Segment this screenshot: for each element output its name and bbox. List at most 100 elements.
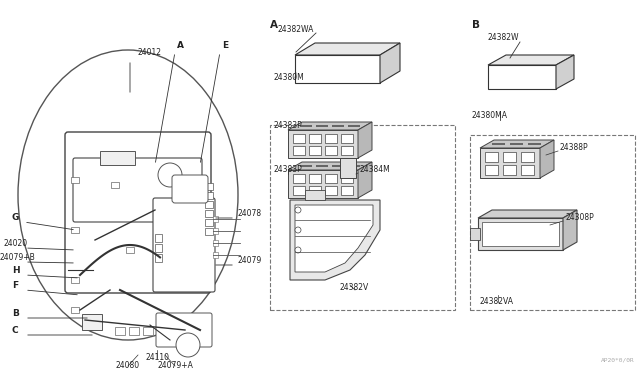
Polygon shape: [316, 125, 327, 126]
Text: 24380MA: 24380MA: [472, 111, 508, 120]
Polygon shape: [488, 65, 556, 89]
Bar: [71, 307, 79, 313]
Polygon shape: [332, 125, 343, 126]
Text: A: A: [270, 20, 278, 30]
Bar: [205, 219, 213, 226]
Bar: [213, 252, 218, 258]
Circle shape: [295, 227, 301, 233]
Text: F: F: [12, 281, 18, 290]
Polygon shape: [492, 143, 504, 144]
Polygon shape: [480, 140, 554, 148]
Bar: [71, 227, 79, 233]
Polygon shape: [300, 165, 311, 166]
Circle shape: [295, 247, 301, 253]
Polygon shape: [295, 55, 380, 83]
Bar: [521, 152, 534, 162]
Bar: [71, 277, 79, 283]
Bar: [503, 152, 516, 162]
Bar: [126, 247, 134, 253]
Polygon shape: [290, 200, 380, 280]
Polygon shape: [295, 43, 400, 55]
Bar: [213, 216, 218, 222]
Polygon shape: [528, 143, 540, 144]
Polygon shape: [348, 125, 359, 126]
Bar: [191, 332, 199, 338]
Bar: [205, 183, 213, 190]
Bar: [308, 134, 321, 143]
Bar: [71, 177, 79, 183]
Bar: [205, 192, 213, 199]
Polygon shape: [288, 170, 358, 198]
Text: 24080: 24080: [116, 361, 140, 370]
Text: G: G: [12, 213, 19, 222]
Text: 24078: 24078: [237, 209, 261, 218]
Polygon shape: [300, 165, 311, 166]
Bar: [308, 186, 321, 195]
Text: C: C: [12, 326, 19, 335]
Polygon shape: [563, 210, 577, 250]
Bar: [205, 201, 213, 208]
Bar: [292, 174, 305, 183]
Polygon shape: [348, 125, 359, 126]
Polygon shape: [288, 122, 372, 130]
Bar: [155, 254, 162, 262]
Polygon shape: [316, 165, 327, 166]
Polygon shape: [288, 130, 358, 158]
FancyBboxPatch shape: [156, 313, 212, 347]
Text: 24079: 24079: [237, 256, 261, 265]
Bar: [157, 327, 167, 335]
FancyBboxPatch shape: [172, 175, 208, 203]
Text: AP20*0/0R: AP20*0/0R: [601, 358, 635, 363]
Polygon shape: [295, 205, 373, 272]
Bar: [340, 146, 353, 155]
Bar: [292, 134, 305, 143]
Bar: [470, 228, 480, 240]
Bar: [470, 135, 635, 310]
Text: H: H: [12, 266, 20, 275]
Text: 24383P: 24383P: [274, 121, 303, 130]
Bar: [205, 228, 213, 235]
FancyBboxPatch shape: [153, 198, 215, 292]
Text: 24110: 24110: [145, 353, 169, 362]
Text: E: E: [222, 41, 228, 50]
Text: 24079+A: 24079+A: [157, 361, 193, 370]
FancyBboxPatch shape: [65, 132, 211, 293]
Text: 24388P: 24388P: [560, 143, 589, 152]
Bar: [213, 228, 218, 234]
Bar: [324, 134, 337, 143]
Text: 24382WA: 24382WA: [277, 25, 314, 34]
Bar: [143, 327, 153, 335]
Bar: [292, 146, 305, 155]
Text: 24308P: 24308P: [565, 213, 594, 222]
Polygon shape: [316, 125, 327, 126]
Bar: [270, 125, 455, 310]
Polygon shape: [332, 165, 343, 166]
Polygon shape: [300, 125, 311, 126]
Bar: [485, 165, 499, 175]
Polygon shape: [478, 218, 563, 250]
Bar: [305, 190, 325, 200]
Polygon shape: [358, 122, 372, 158]
Polygon shape: [380, 43, 400, 83]
Polygon shape: [348, 165, 359, 166]
Bar: [521, 165, 534, 175]
Polygon shape: [492, 143, 504, 144]
Bar: [171, 327, 181, 335]
Polygon shape: [528, 143, 540, 144]
Text: 24382V: 24382V: [340, 283, 369, 292]
Bar: [485, 152, 499, 162]
Bar: [161, 322, 169, 328]
Text: B: B: [12, 309, 19, 318]
Bar: [155, 234, 162, 242]
Polygon shape: [288, 162, 372, 170]
Circle shape: [158, 163, 182, 187]
Bar: [340, 158, 356, 178]
Polygon shape: [316, 165, 327, 166]
Polygon shape: [332, 165, 343, 166]
Circle shape: [295, 207, 301, 213]
Bar: [292, 186, 305, 195]
Bar: [340, 134, 353, 143]
Bar: [115, 327, 125, 335]
Text: B: B: [472, 20, 480, 30]
Text: 24012: 24012: [138, 48, 162, 57]
